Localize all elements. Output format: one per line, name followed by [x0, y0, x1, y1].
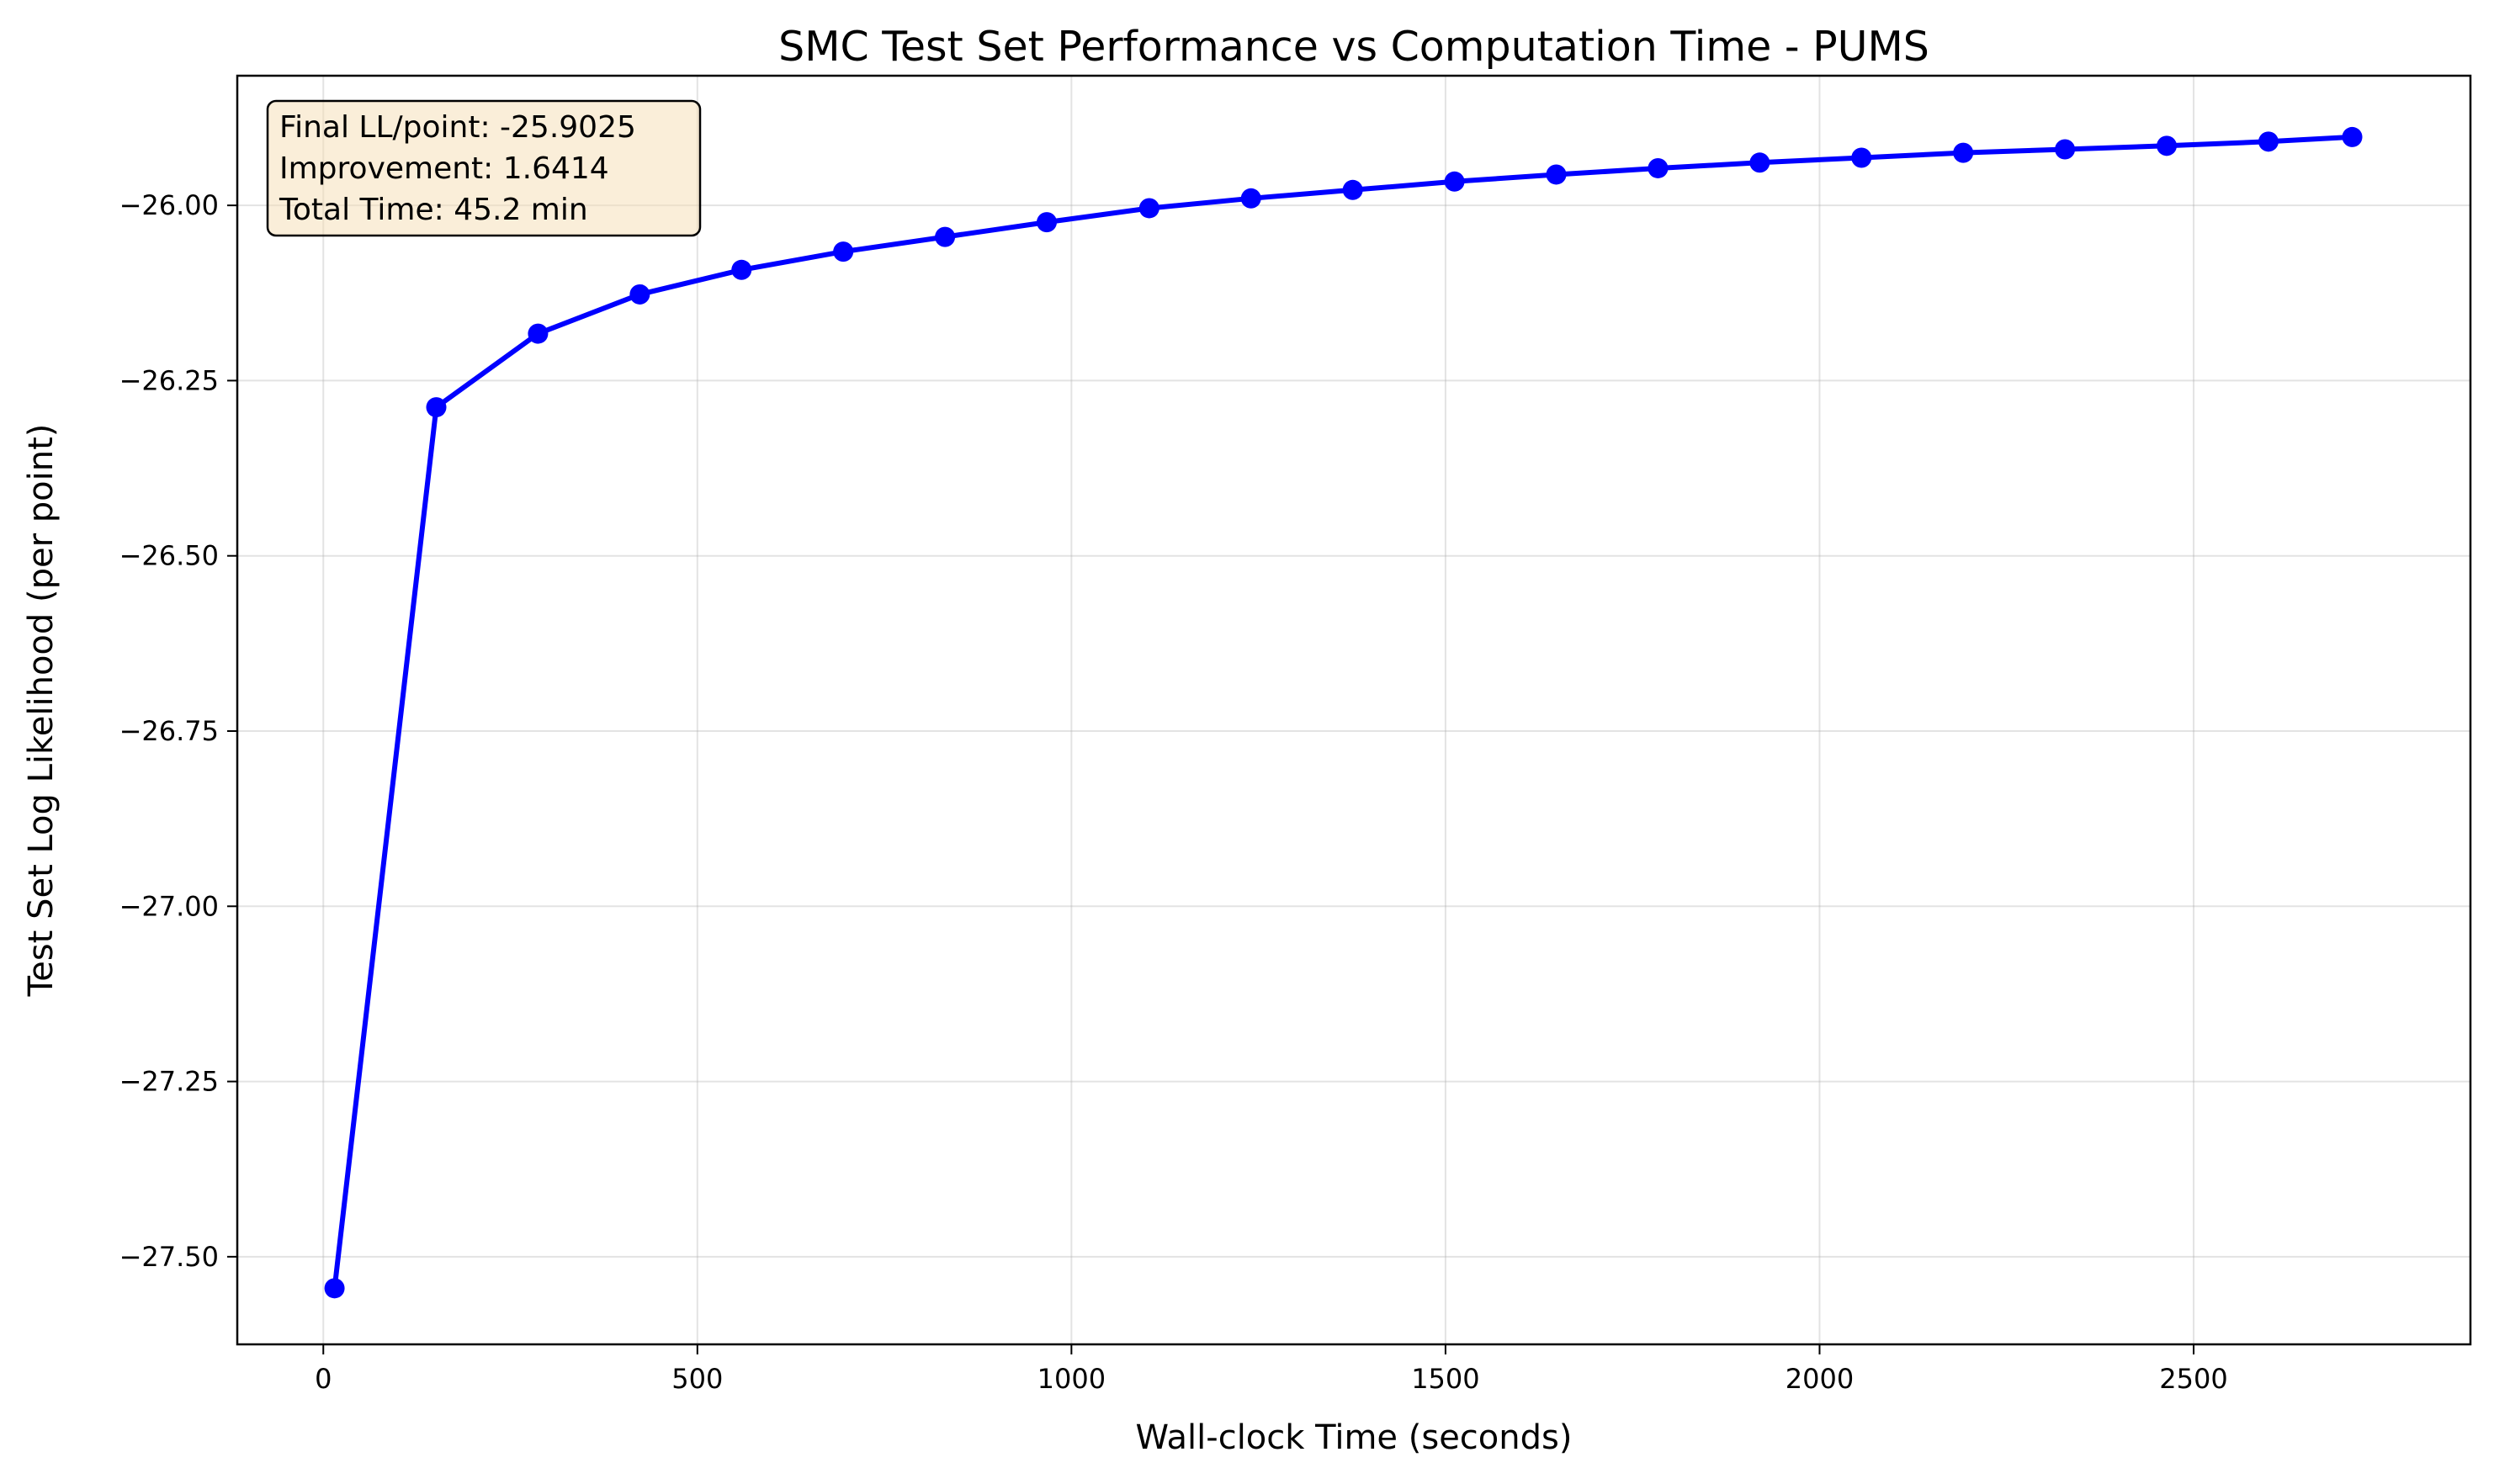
series-layer	[324, 126, 2363, 1299]
data-point	[1342, 179, 1363, 200]
ticks: 0 500 1000 1500 2000 2500 −27.50 −27.25 −27.00 −2…	[119, 189, 2228, 1395]
y-tick-label: −27.25	[119, 1066, 219, 1098]
data-point	[324, 1278, 345, 1299]
y-tick-label: −26.00	[119, 189, 219, 221]
data-point	[731, 259, 752, 280]
annotation-final-ll: Final LL/point: -25.9025	[279, 110, 636, 145]
plot-frame	[236, 74, 2472, 1346]
annotation-background	[266, 99, 702, 237]
data-point	[935, 226, 956, 247]
data-point	[833, 241, 854, 262]
data-point	[1138, 198, 1159, 219]
annotation-box: Final LL/point: -25.9025 Improvement: 1.…	[266, 99, 702, 237]
x-tick-label: 500	[671, 1363, 723, 1395]
y-tick-label: −27.50	[119, 1241, 219, 1273]
data-point	[1037, 212, 1058, 233]
x-tick-label: 1500	[1411, 1363, 1479, 1395]
annotation-total-time: Total Time: 45.2 min	[279, 193, 588, 227]
x-tick-label: 1000	[1037, 1363, 1106, 1395]
data-point	[1851, 147, 1872, 168]
annotation-improvement: Improvement: 1.6414	[279, 151, 609, 186]
data-point	[1240, 188, 1261, 209]
data-point	[2258, 131, 2279, 152]
y-tick-label: −26.50	[119, 540, 219, 572]
y-axis-label: Test Set Log Likelihood (per point)	[22, 424, 61, 998]
data-point	[2342, 126, 2363, 147]
data-point	[1546, 164, 1567, 185]
x-axis-label: Wall-clock Time (seconds)	[1136, 1418, 1573, 1457]
y-tick-label: −26.25	[119, 364, 219, 396]
data-point	[629, 284, 650, 305]
data-point	[1749, 152, 1770, 173]
data-point	[2157, 135, 2178, 156]
x-tick-label: 2500	[2159, 1363, 2227, 1395]
data-point	[1444, 171, 1465, 192]
data-point	[426, 397, 447, 418]
chart-title: SMC Test Set Performance vs Computation …	[778, 23, 1929, 71]
data-point	[528, 323, 549, 344]
data-point	[1953, 142, 1974, 163]
data-point	[2055, 139, 2076, 160]
y-tick-label: −26.75	[119, 715, 219, 747]
x-tick-label: 2000	[1786, 1363, 1854, 1395]
x-tick-label: 0	[315, 1363, 332, 1395]
y-tick-label: −27.00	[119, 890, 219, 922]
data-point	[1648, 157, 1669, 178]
grid	[237, 76, 2470, 1344]
